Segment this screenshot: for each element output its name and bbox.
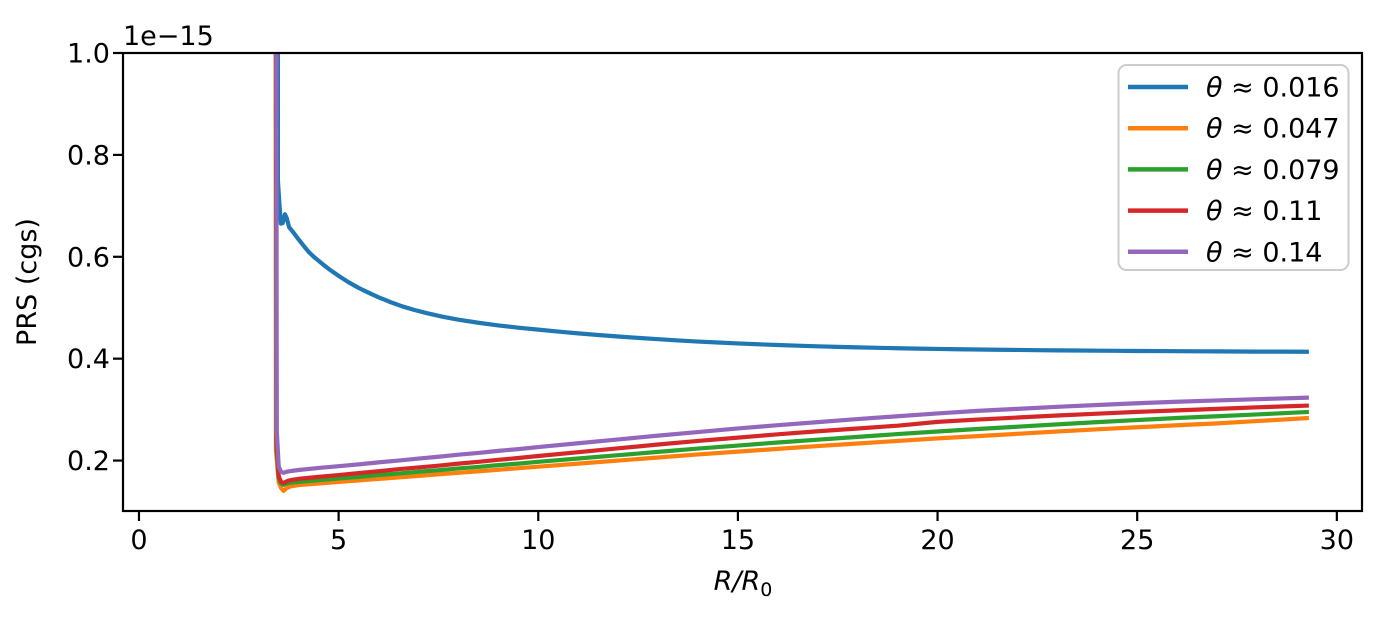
x-tick-label: 30 [1320, 525, 1354, 556]
x-tick-label: 5 [330, 525, 347, 556]
series-line-1 [273, 53, 1310, 493]
y-tick-label: 1.0 [67, 39, 110, 70]
series-line-0 [275, 53, 1309, 354]
legend-theta-symbol: θ [1206, 155, 1223, 186]
legend-value-text: ≈ 0.047 [1223, 114, 1340, 145]
x-axis-label: R/R0 [714, 566, 773, 601]
x-tick-label: 0 [130, 525, 147, 556]
y-axis-ticks: 0.2 0.4 0.6 0.8 1.0 [67, 39, 123, 477]
series-line-3 [274, 53, 1309, 486]
legend-theta-symbol: θ [1206, 196, 1223, 227]
y-tick-label: 0.6 [67, 242, 110, 273]
series-line-4 [274, 53, 1309, 475]
y-tick-label: 0.8 [67, 140, 110, 171]
legend-value-text: ≈ 0.11 [1223, 196, 1323, 227]
x-axis-ticks: 0 5 10 15 20 25 30 [130, 511, 1354, 556]
plot-lines [273, 53, 1310, 493]
x-tick-label: 20 [920, 525, 954, 556]
legend-item-label: θ ≈ 0.047 [1206, 114, 1340, 145]
legend-theta-symbol: θ [1206, 114, 1223, 145]
x-axis-label-subscript: 0 [760, 579, 772, 601]
y-axis-offset-text: 1e−15 [123, 21, 214, 52]
legend-value-text: ≈ 0.14 [1223, 237, 1323, 268]
legend-frame [1117, 64, 1350, 271]
y-tick-label: 0.2 [67, 446, 110, 477]
axes-frame [121, 51, 1364, 513]
x-axis-label-main: R/R [714, 566, 761, 597]
x-tick-label: 25 [1120, 525, 1154, 556]
legend-theta-symbol: θ [1206, 73, 1223, 104]
y-tick-label: 0.4 [67, 344, 110, 375]
legend-theta-symbol: θ [1206, 237, 1223, 268]
legend-item-label: θ ≈ 0.11 [1206, 196, 1322, 227]
legend-item-label: θ ≈ 0.14 [1206, 237, 1322, 268]
y-axis-label: PRS (cgs) [12, 218, 43, 346]
legend-item-label: θ ≈ 0.016 [1206, 73, 1340, 104]
x-tick-label: 15 [721, 525, 755, 556]
series-line-2 [273, 53, 1309, 487]
legend-item-label: θ ≈ 0.079 [1206, 155, 1340, 186]
legend-value-text: ≈ 0.016 [1223, 73, 1340, 104]
x-tick-label: 10 [521, 525, 555, 556]
legend-value-text: ≈ 0.079 [1223, 155, 1340, 186]
